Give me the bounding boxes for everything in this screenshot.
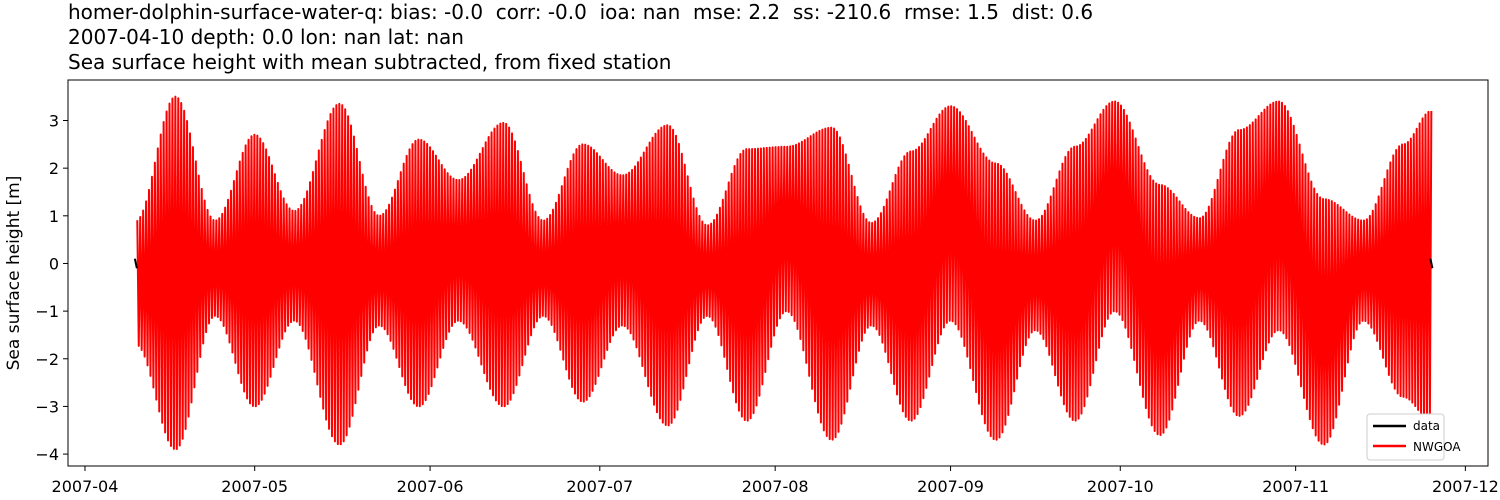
y-tick-label: 1 [49, 207, 59, 226]
x-tick-label: 2007-06 [397, 477, 464, 496]
legend-label-nwgoa: NWGOA [1413, 440, 1461, 454]
y-tick-label: −4 [35, 445, 59, 464]
y-tick-label: −2 [35, 350, 59, 369]
y-tick-label: 0 [49, 254, 59, 273]
chart-title-line-3: Sea surface height with mean subtracted,… [68, 50, 672, 74]
x-tick-label: 2007-08 [742, 477, 809, 496]
x-axis-ticks: 2007-04 2007-05 2007-06 2007-07 2007-08 2007-… [52, 466, 1499, 496]
plot-area-frame [67, 79, 1489, 467]
x-tick-label: 2007-07 [566, 477, 633, 496]
chart-title-line-1: homer-dolphin-surface-water-q: bias: -0.… [68, 0, 1094, 24]
series-nwgoa-line [136, 95, 1433, 450]
series-data-trace [133, 258, 1434, 269]
series-data-line [1429, 258, 1434, 269]
chart-legend: data NWGOA [1366, 413, 1461, 461]
legend-label-data: data [1413, 419, 1440, 433]
x-tick-label: 2007-04 [52, 477, 119, 496]
chart-title-block: homer-dolphin-surface-water-q: bias: -0.… [68, 0, 1488, 75]
y-axis-ticks: 3 2 1 0 −1 −2 −3 −4 [35, 112, 68, 464]
chart-title-line-2: 2007-04-10 depth: 0.0 lon: nan lat: nan [68, 25, 464, 49]
y-tick-label: 3 [49, 112, 59, 131]
series-data-line [133, 258, 138, 269]
y-axis-label: Sea surface height [m] [4, 176, 24, 371]
x-tick-label: 2007-10 [1087, 477, 1154, 496]
x-tick-label: 2007-12 [1432, 477, 1499, 496]
x-tick-label: 2007-09 [917, 477, 984, 496]
y-tick-label: −1 [35, 302, 59, 321]
x-tick-label: 2007-05 [221, 477, 288, 496]
y-tick-label: 2 [49, 159, 59, 178]
y-tick-label: −3 [35, 397, 59, 416]
series-nwgoa-trace [136, 95, 1433, 450]
x-tick-label: 2007-11 [1262, 477, 1329, 496]
